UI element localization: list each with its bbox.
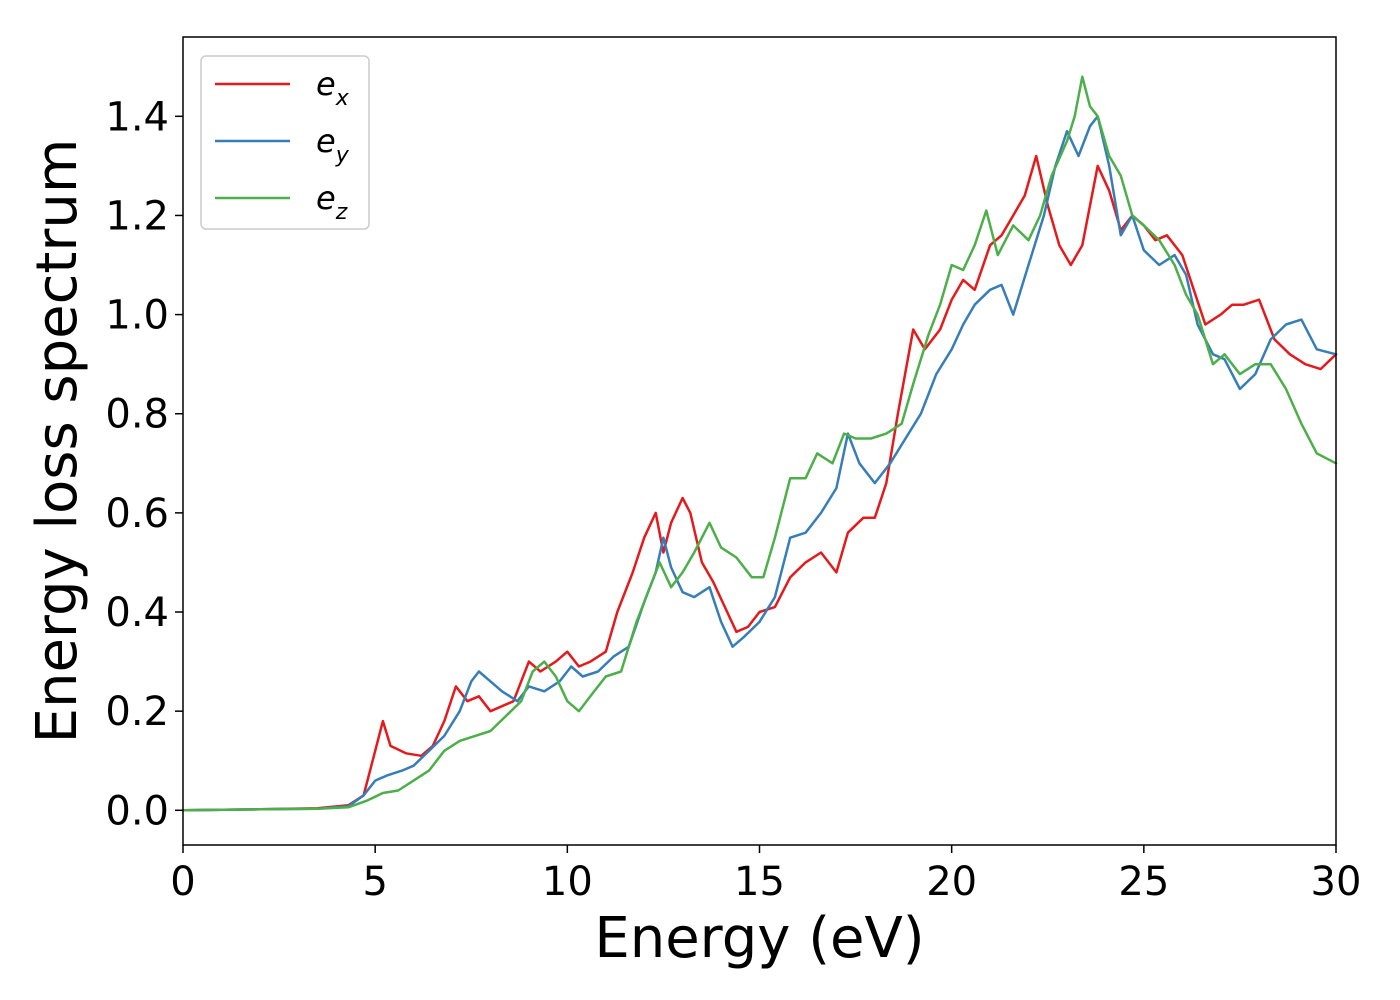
x-tick-label: 20 xyxy=(926,859,977,905)
y-axis-title: Energy loss spectrum xyxy=(25,139,90,744)
x-tick-label: 15 xyxy=(734,859,785,905)
series-layer xyxy=(181,75,1338,812)
series-line-y xyxy=(181,115,1338,812)
x-tick-label: 0 xyxy=(170,859,195,905)
x-axis-title: Energy (eV) xyxy=(594,906,924,971)
x-axis: 0 5 10 15 20 25 30 xyxy=(170,845,1361,905)
legend-label-subscript: x xyxy=(335,86,350,111)
y-tick-label: 0.8 xyxy=(105,392,169,438)
x-tick-label: 30 xyxy=(1311,859,1362,905)
legend-label-subscript: z xyxy=(335,200,348,225)
series-line-z xyxy=(181,75,1338,812)
y-tick-label: 0.6 xyxy=(105,491,169,537)
y-tick-label: 1.2 xyxy=(105,193,169,239)
x-tick-label: 25 xyxy=(1118,859,1169,905)
legend-label-base: e xyxy=(316,179,336,217)
legend-box xyxy=(200,55,370,230)
legend-label-z: ez xyxy=(316,179,348,225)
y-tick-label: 0.0 xyxy=(105,788,169,834)
y-tick-label: 0.2 xyxy=(105,689,169,735)
plot-background xyxy=(183,37,1336,845)
y-tick-label: 1.0 xyxy=(105,293,169,339)
y-axis: 0.0 0.2 0.4 0.6 0.8 1.0 1.2 1.4 xyxy=(105,94,183,834)
x-tick-label: 5 xyxy=(362,859,387,905)
legend-label-base: e xyxy=(316,122,336,160)
y-tick-label: 1.4 xyxy=(105,94,169,140)
legend-label-y: ey xyxy=(316,122,350,168)
legend-label-subscript: y xyxy=(335,143,350,168)
legend-label-x: ex xyxy=(316,65,350,111)
legend-label-base: e xyxy=(316,65,336,103)
x-tick-label: 10 xyxy=(542,859,593,905)
y-tick-label: 0.4 xyxy=(105,590,169,636)
